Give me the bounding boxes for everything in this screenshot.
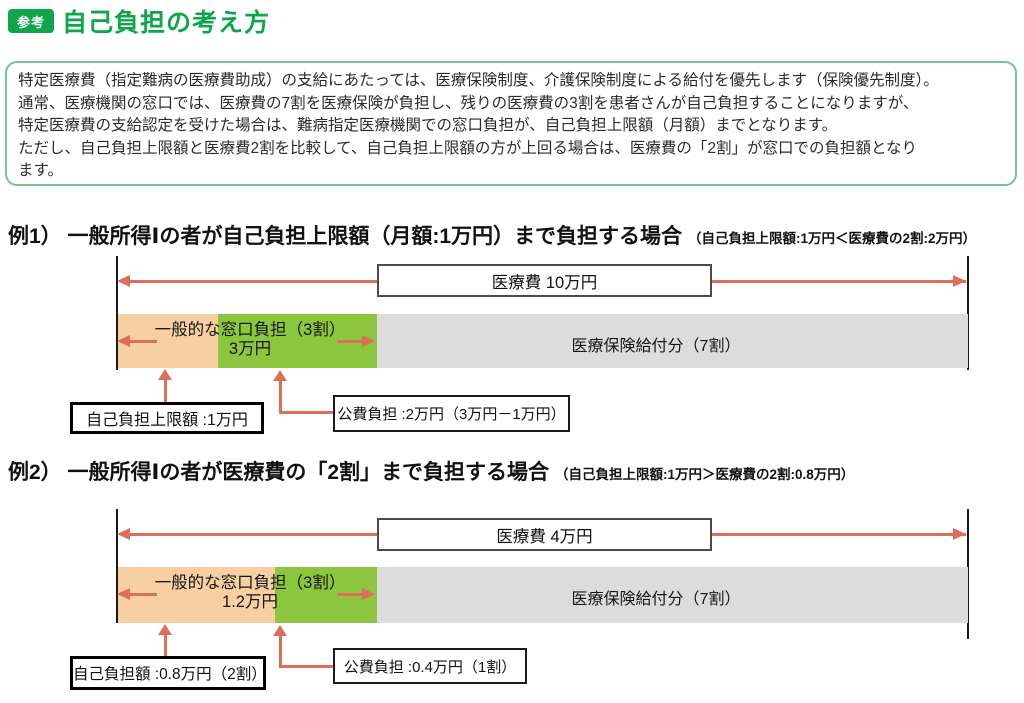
reference-badge: 参考 xyxy=(8,9,54,33)
example1-window-burden-label: 一般的な窓口負担（3割） 3万円 xyxy=(154,321,346,358)
arrow-right-icon xyxy=(362,588,375,600)
arrow-left-icon xyxy=(117,335,130,347)
intro-text-box: 特定医療費（指定難病の医療費助成）の支給にあたっては、医療保険制度、介護保険制度… xyxy=(5,61,1017,186)
intro-line: 特定医療費（指定難病の医療費助成）の支給にあたっては、医療保険制度、介護保険制度… xyxy=(18,72,939,89)
example2-window-arrow-left xyxy=(124,593,157,596)
arrow-left-icon xyxy=(117,275,130,287)
example2-right-boundary-line xyxy=(967,509,969,639)
arrow-left-icon xyxy=(117,528,130,540)
arrow-up-icon xyxy=(273,370,287,381)
example1-insurance-segment xyxy=(377,314,968,368)
example1-window-arrow-left xyxy=(124,340,157,343)
intro-line: ます。 xyxy=(18,162,63,179)
example2-window-arrow-right xyxy=(337,593,365,596)
example2-public-connector-vertical xyxy=(279,634,282,667)
example1-cap-arrow xyxy=(164,378,167,403)
example1-self-pay-cap-box: 自己負担上限額 :1万円 xyxy=(70,402,264,434)
example1-public-subsidy-box: 公費負担 :2万円（3万円－1万円） xyxy=(333,395,570,432)
example1-right-boundary-line xyxy=(967,256,969,370)
example2-heading-note: （自己負担上限額:1万円＞医療費の2割:0.8万円） xyxy=(555,467,855,482)
example1-heading: 例1） 一般所得Ⅰの者が自己負担上限額（月額:1万円）まで負担する場合 （自己負担… xyxy=(8,220,976,250)
arrow-left-icon xyxy=(117,588,130,600)
example2-self-pay-box: 自己負担額 :0.8万円（2割） xyxy=(70,656,267,690)
example2-insurance-label: 医療保険給付分（7割） xyxy=(571,591,741,608)
example2-public-subsidy-box: 公費負担 :0.4万円（1割） xyxy=(333,648,527,684)
example2-left-boundary-line xyxy=(116,509,118,623)
example2-total-cost-box: 医療費 4万円 xyxy=(377,518,712,551)
example1-insurance-label: 医療保険給付分（7割） xyxy=(571,338,741,355)
example1-left-boundary-line xyxy=(116,256,118,370)
arrow-right-icon xyxy=(362,335,375,347)
intro-line: 特定医療費の支給認定を受けた場合は、難病指定医療機関での窓口負担が、自己負担上限… xyxy=(18,117,838,134)
example2-public-connector-horizontal xyxy=(279,665,333,668)
example1-public-connector-vertical xyxy=(279,379,282,413)
example1-heading-note: （自己負担上限額:1万円＜医療費の2割:2万円） xyxy=(688,231,977,246)
example2-window-burden-label: 一般的な窓口負担（3割） 1.2万円 xyxy=(154,574,346,611)
arrow-right-icon xyxy=(953,528,966,540)
arrow-up-icon xyxy=(158,369,172,380)
example1-total-cost-box: 医療費 10万円 xyxy=(377,264,712,297)
arrow-right-icon xyxy=(953,275,966,287)
example2-heading-main: 例2） 一般所得Ⅰの者が医療費の「2割」まで負担する場合 xyxy=(8,461,550,484)
example1-window-arrow-right xyxy=(337,340,365,343)
example2-heading: 例2） 一般所得Ⅰの者が医療費の「2割」まで負担する場合 （自己負担上限額:1万円… xyxy=(8,456,854,486)
example2-cap-arrow xyxy=(164,633,167,657)
example2-insurance-segment xyxy=(377,567,968,623)
arrow-up-icon xyxy=(273,625,287,636)
example1-heading-main: 例1） 一般所得Ⅰの者が自己負担上限額（月額:1万円）まで負担する場合 xyxy=(8,225,682,248)
intro-line: 通常、医療機関の窓口では、医療費の7割を医療保険が負担し、残りの医療費の3割を患… xyxy=(18,94,919,112)
arrow-up-icon xyxy=(158,624,172,635)
page-title: 自己負担の考え方 xyxy=(62,9,271,37)
intro-line: ただし、自己負担上限額と医療費2割を比較して、自己負担上限額の方が上回る場合は、… xyxy=(18,139,918,157)
example1-public-connector-horizontal xyxy=(279,411,333,414)
